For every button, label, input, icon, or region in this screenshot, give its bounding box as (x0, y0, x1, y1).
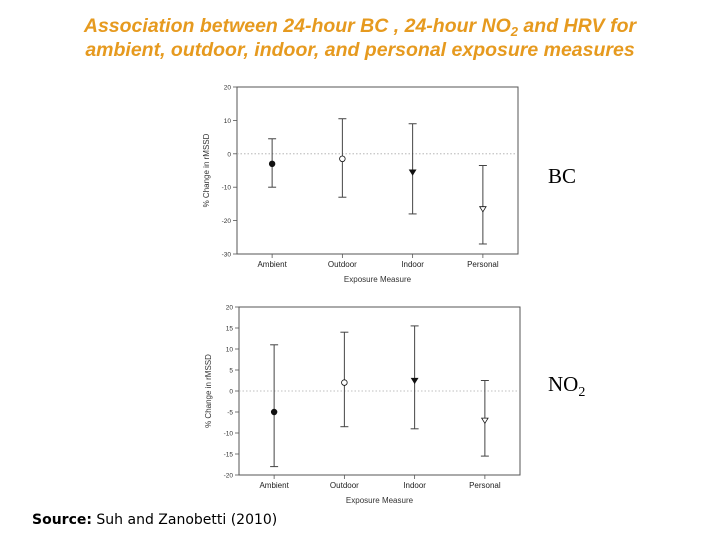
y-tick-label: 0 (229, 389, 233, 396)
bc-series-label: BC (548, 164, 576, 189)
title-text-a: Association between 24-hour BC , 24-hour… (83, 15, 511, 37)
error-bar-outdoor (338, 118, 347, 198)
y-tick-label: 10 (224, 118, 232, 125)
y-axis-label: % Change in rMSSD (204, 354, 213, 428)
no2-series-label: NO2 (548, 372, 586, 400)
x-tick-label: Indoor (401, 260, 424, 269)
error-bar-ambient (268, 138, 277, 188)
y-tick-label: 20 (226, 305, 234, 312)
point-estimate-marker (480, 417, 489, 425)
slide-title: Association between 24-hour BC , 24-hour… (0, 14, 720, 62)
x-tick-label: Indoor (403, 481, 426, 490)
x-axis-label: Exposure Measure (346, 496, 414, 505)
y-tick-label: -20 (222, 218, 232, 225)
no2-label-text: NO (548, 372, 579, 396)
title-line-1: Association between 24-hour BC , 24-hour… (0, 14, 720, 38)
point-estimate-marker (268, 160, 276, 168)
bc-label-text: BC (548, 164, 577, 188)
x-tick-label: Personal (469, 481, 501, 490)
y-tick-label: -10 (222, 185, 232, 192)
error-bar-indoor (410, 325, 419, 430)
source-text: Suh and Zanobetti (2010) (91, 512, 278, 528)
plot-frame (236, 86, 519, 255)
x-tick-label: Ambient (257, 260, 287, 269)
title-subscript: 2 (510, 24, 519, 39)
y-tick-label: 20 (224, 85, 232, 92)
y-tick-label: -10 (224, 431, 234, 438)
point-estimate-marker (410, 377, 419, 385)
x-tick-label: Outdoor (330, 481, 359, 490)
no2-errorbar-chart: 20 15 10 5 0 -5 -10 -15 -20 % Change in rMSSD Ambi… (204, 305, 521, 505)
error-bar-outdoor (340, 331, 349, 428)
y-tick-label: -30 (222, 252, 232, 259)
point-estimate-marker (341, 379, 348, 386)
x-tick-label: Personal (467, 260, 499, 269)
error-bar-personal (480, 380, 489, 457)
bc-errorbar-chart: 20 10 0 -10 -20 -30 % Change in rMSSD Ambient Ou… (202, 85, 519, 284)
x-tick-label: Outdoor (328, 260, 357, 269)
x-tick-label: Ambient (259, 481, 289, 490)
y-axis-label: % Change in rMSSD (202, 133, 211, 207)
error-bar-indoor (408, 123, 417, 215)
title-line-2: ambient, outdoor, indoor, and personal e… (85, 39, 635, 61)
y-tick-label: 15 (226, 326, 234, 333)
point-estimate-marker (408, 169, 417, 176)
y-tick-label: -15 (224, 452, 234, 459)
y-tick-label: -5 (227, 410, 233, 417)
error-bar-ambient (270, 344, 279, 468)
y-tick-label: 5 (229, 368, 233, 375)
y-tick-label: 0 (227, 151, 231, 158)
point-estimate-marker (478, 206, 487, 213)
title-text-b: and HRV for (518, 15, 637, 37)
error-bar-personal (478, 164, 487, 245)
source-citation: Source: Suh and Zanobetti (2010) (32, 512, 277, 528)
y-tick-label: 10 (226, 347, 234, 354)
no2-label-subscript: 2 (578, 385, 586, 400)
y-tick-label: -20 (224, 473, 234, 480)
point-estimate-marker (339, 155, 346, 163)
point-estimate-marker (270, 408, 278, 416)
source-label: Source: (32, 512, 92, 528)
x-axis-label: Exposure Measure (344, 275, 412, 284)
